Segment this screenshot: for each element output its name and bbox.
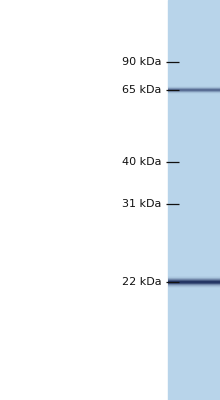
Text: 40 kDa: 40 kDa xyxy=(122,157,162,167)
Bar xyxy=(168,0,220,400)
Text: 22 kDa: 22 kDa xyxy=(122,277,162,287)
Text: 31 kDa: 31 kDa xyxy=(122,199,162,209)
Text: 65 kDa: 65 kDa xyxy=(122,85,162,95)
Text: 90 kDa: 90 kDa xyxy=(122,57,162,67)
